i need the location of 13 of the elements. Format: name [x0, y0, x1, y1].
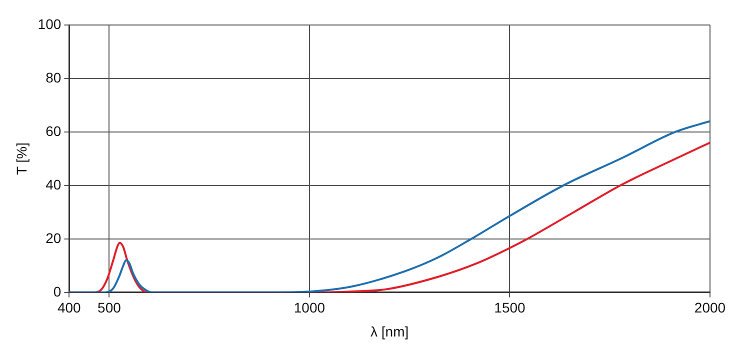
y-axis-title: T [%] — [13, 142, 30, 175]
y-tick-label: 40 — [46, 176, 62, 192]
x-tick-label: 1000 — [294, 300, 326, 316]
x-tick-label: 2000 — [694, 300, 726, 316]
x-tick-label: 500 — [98, 300, 122, 316]
x-tick-label: 400 — [57, 300, 82, 316]
x-axis-title: λ [nm] — [370, 323, 409, 340]
y-tick-label: 80 — [46, 69, 62, 86]
y-tick-label: 20 — [46, 230, 62, 246]
y-tick-label: 60 — [46, 122, 62, 139]
x-tick-label: 1500 — [494, 300, 526, 316]
y-tick-label: 0 — [53, 283, 62, 300]
y-tick-label: 100 — [38, 16, 62, 32]
